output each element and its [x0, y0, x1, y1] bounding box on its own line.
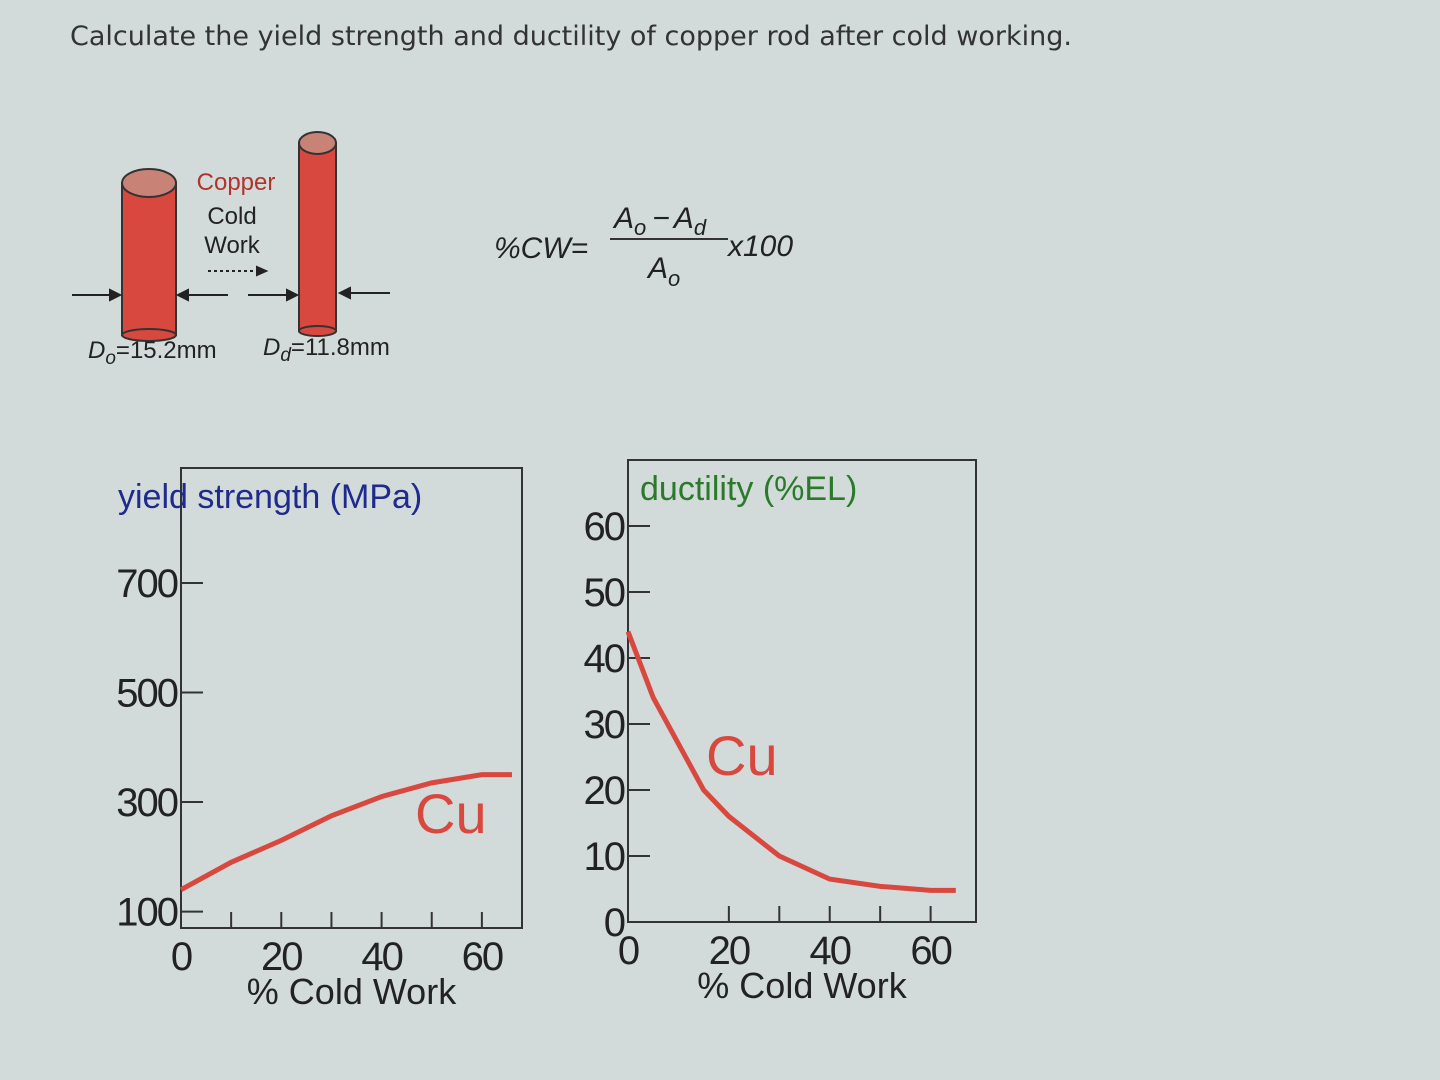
diameter-drawn: Dd=11.8mm — [263, 334, 390, 366]
data-line — [179, 772, 512, 892]
series-label: Cu — [415, 782, 487, 845]
rod-top — [121, 168, 177, 198]
y-tick-label: 50 — [584, 571, 625, 615]
numerator: Ao − Ad — [612, 202, 707, 240]
series-label: Cu — [706, 724, 778, 787]
y-tick-label: 40 — [584, 637, 625, 681]
subscript: o — [668, 266, 680, 291]
symbol: A — [612, 202, 634, 235]
rod-drawn — [298, 142, 337, 332]
y-tick-label: 20 — [584, 769, 625, 813]
formula-lhs: %CW= — [494, 232, 588, 265]
y-tick-label: 10 — [584, 835, 625, 879]
symbol: A — [672, 202, 694, 235]
data-line — [625, 630, 956, 893]
operator: − — [652, 202, 670, 235]
x-tick-label: 60 — [462, 935, 503, 979]
subscript: o — [634, 215, 646, 240]
rod-bottom — [298, 325, 337, 337]
diagram-label: Work — [204, 232, 261, 259]
plot-frame — [180, 467, 523, 929]
question: Calculate the yield strength and ductili… — [70, 21, 1072, 52]
x-axis-label: % Cold Work — [247, 971, 457, 1012]
y-tick-label: 300 — [116, 781, 177, 825]
rod-diagram: Copper Cold Work Do=15.2mm Dd=11.8mm — [72, 131, 390, 369]
rod-top — [298, 131, 337, 155]
subscript: d — [694, 215, 707, 240]
symbol: D — [263, 334, 280, 361]
subscript: o — [105, 348, 116, 369]
symbol: A — [646, 252, 668, 285]
y-tick-label: 500 — [116, 672, 177, 716]
y-tick-label: 30 — [584, 703, 625, 747]
x-tick-label: 40 — [361, 935, 402, 979]
rod-bottom — [121, 328, 177, 342]
value: =15.2mm — [116, 337, 217, 364]
diagram-label: Copper — [197, 169, 276, 196]
x-tick-label: 0 — [618, 929, 639, 973]
value: =11.8mm — [291, 334, 390, 361]
chart-title: ductility (%EL) — [640, 470, 857, 508]
x-tick-label: 60 — [910, 929, 951, 973]
x-tick-label: 0 — [171, 935, 192, 979]
subscript: d — [280, 345, 292, 366]
formula: %CW= Ao − Ad Ao x100 — [494, 202, 793, 291]
y-tick-label: 700 — [116, 562, 177, 606]
chart: yield strength (MPa) 100 300 500 700 0 20 40 60%… — [116, 467, 523, 1012]
symbol: D — [88, 337, 105, 364]
chart-title: yield strength (MPa) — [118, 478, 422, 516]
diagram-label: Cold — [207, 203, 256, 230]
x-axis-label: % Cold Work — [697, 965, 907, 1006]
plot-frame — [627, 459, 977, 923]
diameter-initial: Do=15.2mm — [88, 337, 217, 369]
y-tick-label: 100 — [116, 891, 177, 935]
x-tick-label: 20 — [261, 935, 302, 979]
arrows — [72, 265, 390, 302]
denominator: Ao — [646, 252, 680, 291]
rod-initial — [121, 182, 177, 336]
y-tick-label: 60 — [584, 505, 625, 549]
x-tick-label: 40 — [809, 929, 850, 973]
y-tick-label: 0 — [604, 901, 625, 945]
multiplier: x100 — [726, 230, 793, 263]
x-tick-label: 20 — [709, 929, 750, 973]
